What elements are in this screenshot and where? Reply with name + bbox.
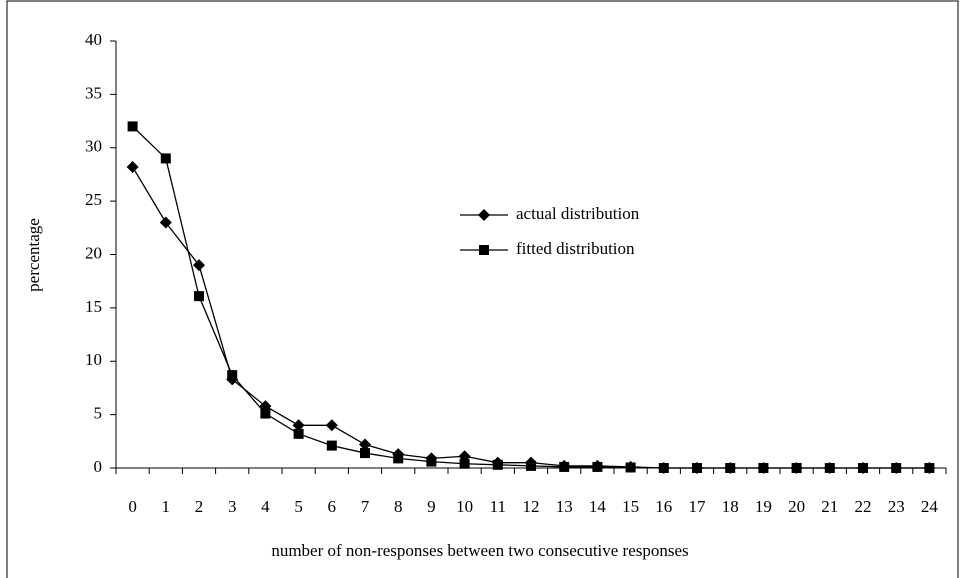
point [393, 453, 404, 464]
x-tick-label: 20 [788, 497, 805, 516]
point [227, 370, 238, 381]
frame [6, 0, 959, 578]
point [260, 408, 271, 419]
point [758, 463, 769, 473]
point [824, 463, 835, 473]
x-tick-label: 13 [556, 497, 573, 516]
point [127, 121, 138, 132]
legend-marker [479, 245, 489, 255]
y-tick-label: 10 [85, 350, 102, 369]
point [658, 463, 669, 473]
point [924, 463, 935, 473]
point [193, 259, 205, 272]
y-axis-label: percentage [24, 218, 43, 292]
point [625, 462, 636, 473]
point [725, 463, 736, 473]
point [858, 463, 868, 473]
legend-label: actual distribution [516, 204, 640, 223]
point [126, 160, 139, 173]
x-tick-label: 18 [722, 497, 739, 516]
point [891, 463, 902, 473]
y-tick-label: 20 [85, 243, 102, 262]
y-tick-label: 40 [85, 30, 102, 49]
x-tick-label: 16 [655, 497, 672, 516]
point [492, 459, 503, 470]
point [791, 463, 802, 473]
x-tick-label: 1 [162, 497, 171, 516]
x-tick-label: 24 [921, 497, 939, 516]
x-tick-label: 3 [228, 497, 237, 516]
y-tick-label: 30 [85, 137, 102, 156]
point [292, 419, 305, 432]
y-tick-label: 0 [94, 457, 103, 476]
x-tick-label: 19 [755, 497, 772, 516]
y-tick-label: 15 [85, 297, 102, 316]
x-tick-label: 14 [589, 497, 607, 516]
point [293, 428, 304, 439]
x-tick-label: 5 [294, 497, 303, 516]
x-tick-label: 9 [427, 497, 436, 516]
x-tick-label: 6 [328, 497, 337, 516]
point [592, 461, 603, 472]
x-tick-label: 11 [490, 497, 506, 516]
legend-label: fitted distribution [516, 239, 635, 258]
point [692, 463, 702, 473]
x-tick-label: 4 [261, 497, 270, 516]
y-tick-label: 25 [85, 190, 102, 209]
point [359, 438, 371, 451]
x-tick-label: 23 [888, 497, 905, 516]
point [159, 216, 172, 229]
point [194, 291, 204, 302]
y-tick-label: 35 [85, 83, 102, 102]
x-axis-label: number of non-responses between two cons… [271, 541, 688, 560]
point [160, 153, 171, 164]
series-line [132, 125, 930, 469]
point [526, 460, 536, 471]
x-tick-label: 10 [456, 497, 473, 516]
point [326, 440, 337, 451]
y-tick-label: 5 [94, 404, 103, 423]
legend-marker [478, 209, 490, 221]
x-tick-label: 2 [195, 497, 204, 516]
x-tick-label: 15 [622, 497, 639, 516]
x-tick-label: 22 [855, 497, 872, 516]
x-tick-label: 8 [394, 497, 403, 516]
x-tick-label: 12 [523, 497, 540, 516]
x-tick-label: 21 [821, 497, 838, 516]
point [426, 456, 437, 467]
point [559, 461, 570, 472]
point [459, 458, 470, 469]
x-tick-label: 0 [128, 497, 137, 516]
point [360, 448, 370, 459]
x-tick-label: 17 [689, 497, 707, 516]
x-tick-label: 7 [361, 497, 370, 516]
point [325, 419, 338, 432]
